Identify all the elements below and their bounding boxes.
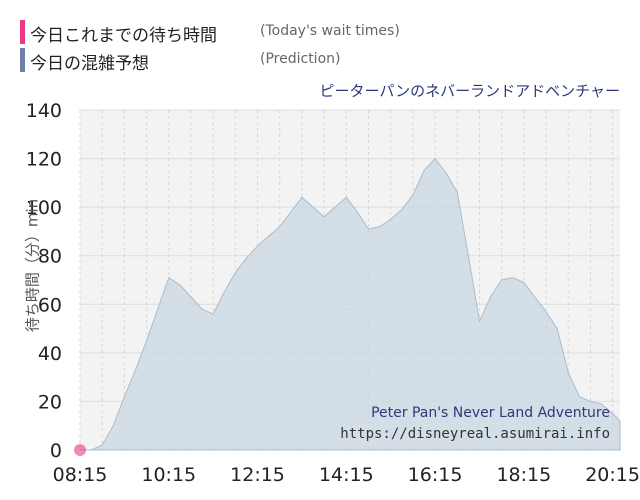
- legend-label-prediction: 今日の混雑予想: [30, 54, 149, 74]
- y-tick-label: 120: [26, 149, 62, 171]
- y-tick-label: 20: [38, 391, 62, 413]
- legend-swatch-prediction: [20, 48, 25, 72]
- site-url: https://disneyreal.asumirai.info: [340, 426, 610, 442]
- prediction-area: [80, 157, 621, 451]
- x-tick-label: 08:15: [53, 464, 108, 486]
- legend-swatch-actual: [20, 20, 25, 44]
- y-tick-label: 60: [38, 294, 62, 316]
- x-tick-label: 10:15: [141, 464, 196, 486]
- x-tick-label: 14:15: [319, 464, 374, 486]
- actual-wait-point: [74, 444, 86, 456]
- legend-label-actual-en: (Today's wait times): [260, 23, 400, 39]
- x-axis-ticks: 08:15 10:15 12:15 14:15 16:15 18:15 20:15: [53, 464, 640, 486]
- y-tick-label: 80: [38, 246, 62, 268]
- y-axis-label: 待ち時間（分）min: [23, 198, 42, 333]
- legend-label-actual: 今日これまでの待ち時間: [30, 26, 217, 46]
- x-tick-label: 20:15: [585, 464, 640, 486]
- y-tick-label: 40: [38, 343, 62, 365]
- y-axis-ticks: 0 20 40 60 80 100 120 140: [26, 100, 62, 462]
- x-tick-label: 12:15: [230, 464, 285, 486]
- y-tick-label: 0: [50, 440, 62, 462]
- y-tick-label: 140: [26, 100, 62, 122]
- series-layer: [74, 157, 621, 456]
- x-tick-label: 16:15: [408, 464, 463, 486]
- x-tick-label: 18:15: [496, 464, 551, 486]
- y-tick-label: 100: [26, 197, 62, 219]
- ride-name-jp: ピーターパンのネバーランドアドベンチャー: [319, 82, 620, 100]
- legend-label-prediction-en: (Prediction): [260, 51, 341, 67]
- ride-name-en: Peter Pan's Never Land Adventure: [371, 405, 610, 421]
